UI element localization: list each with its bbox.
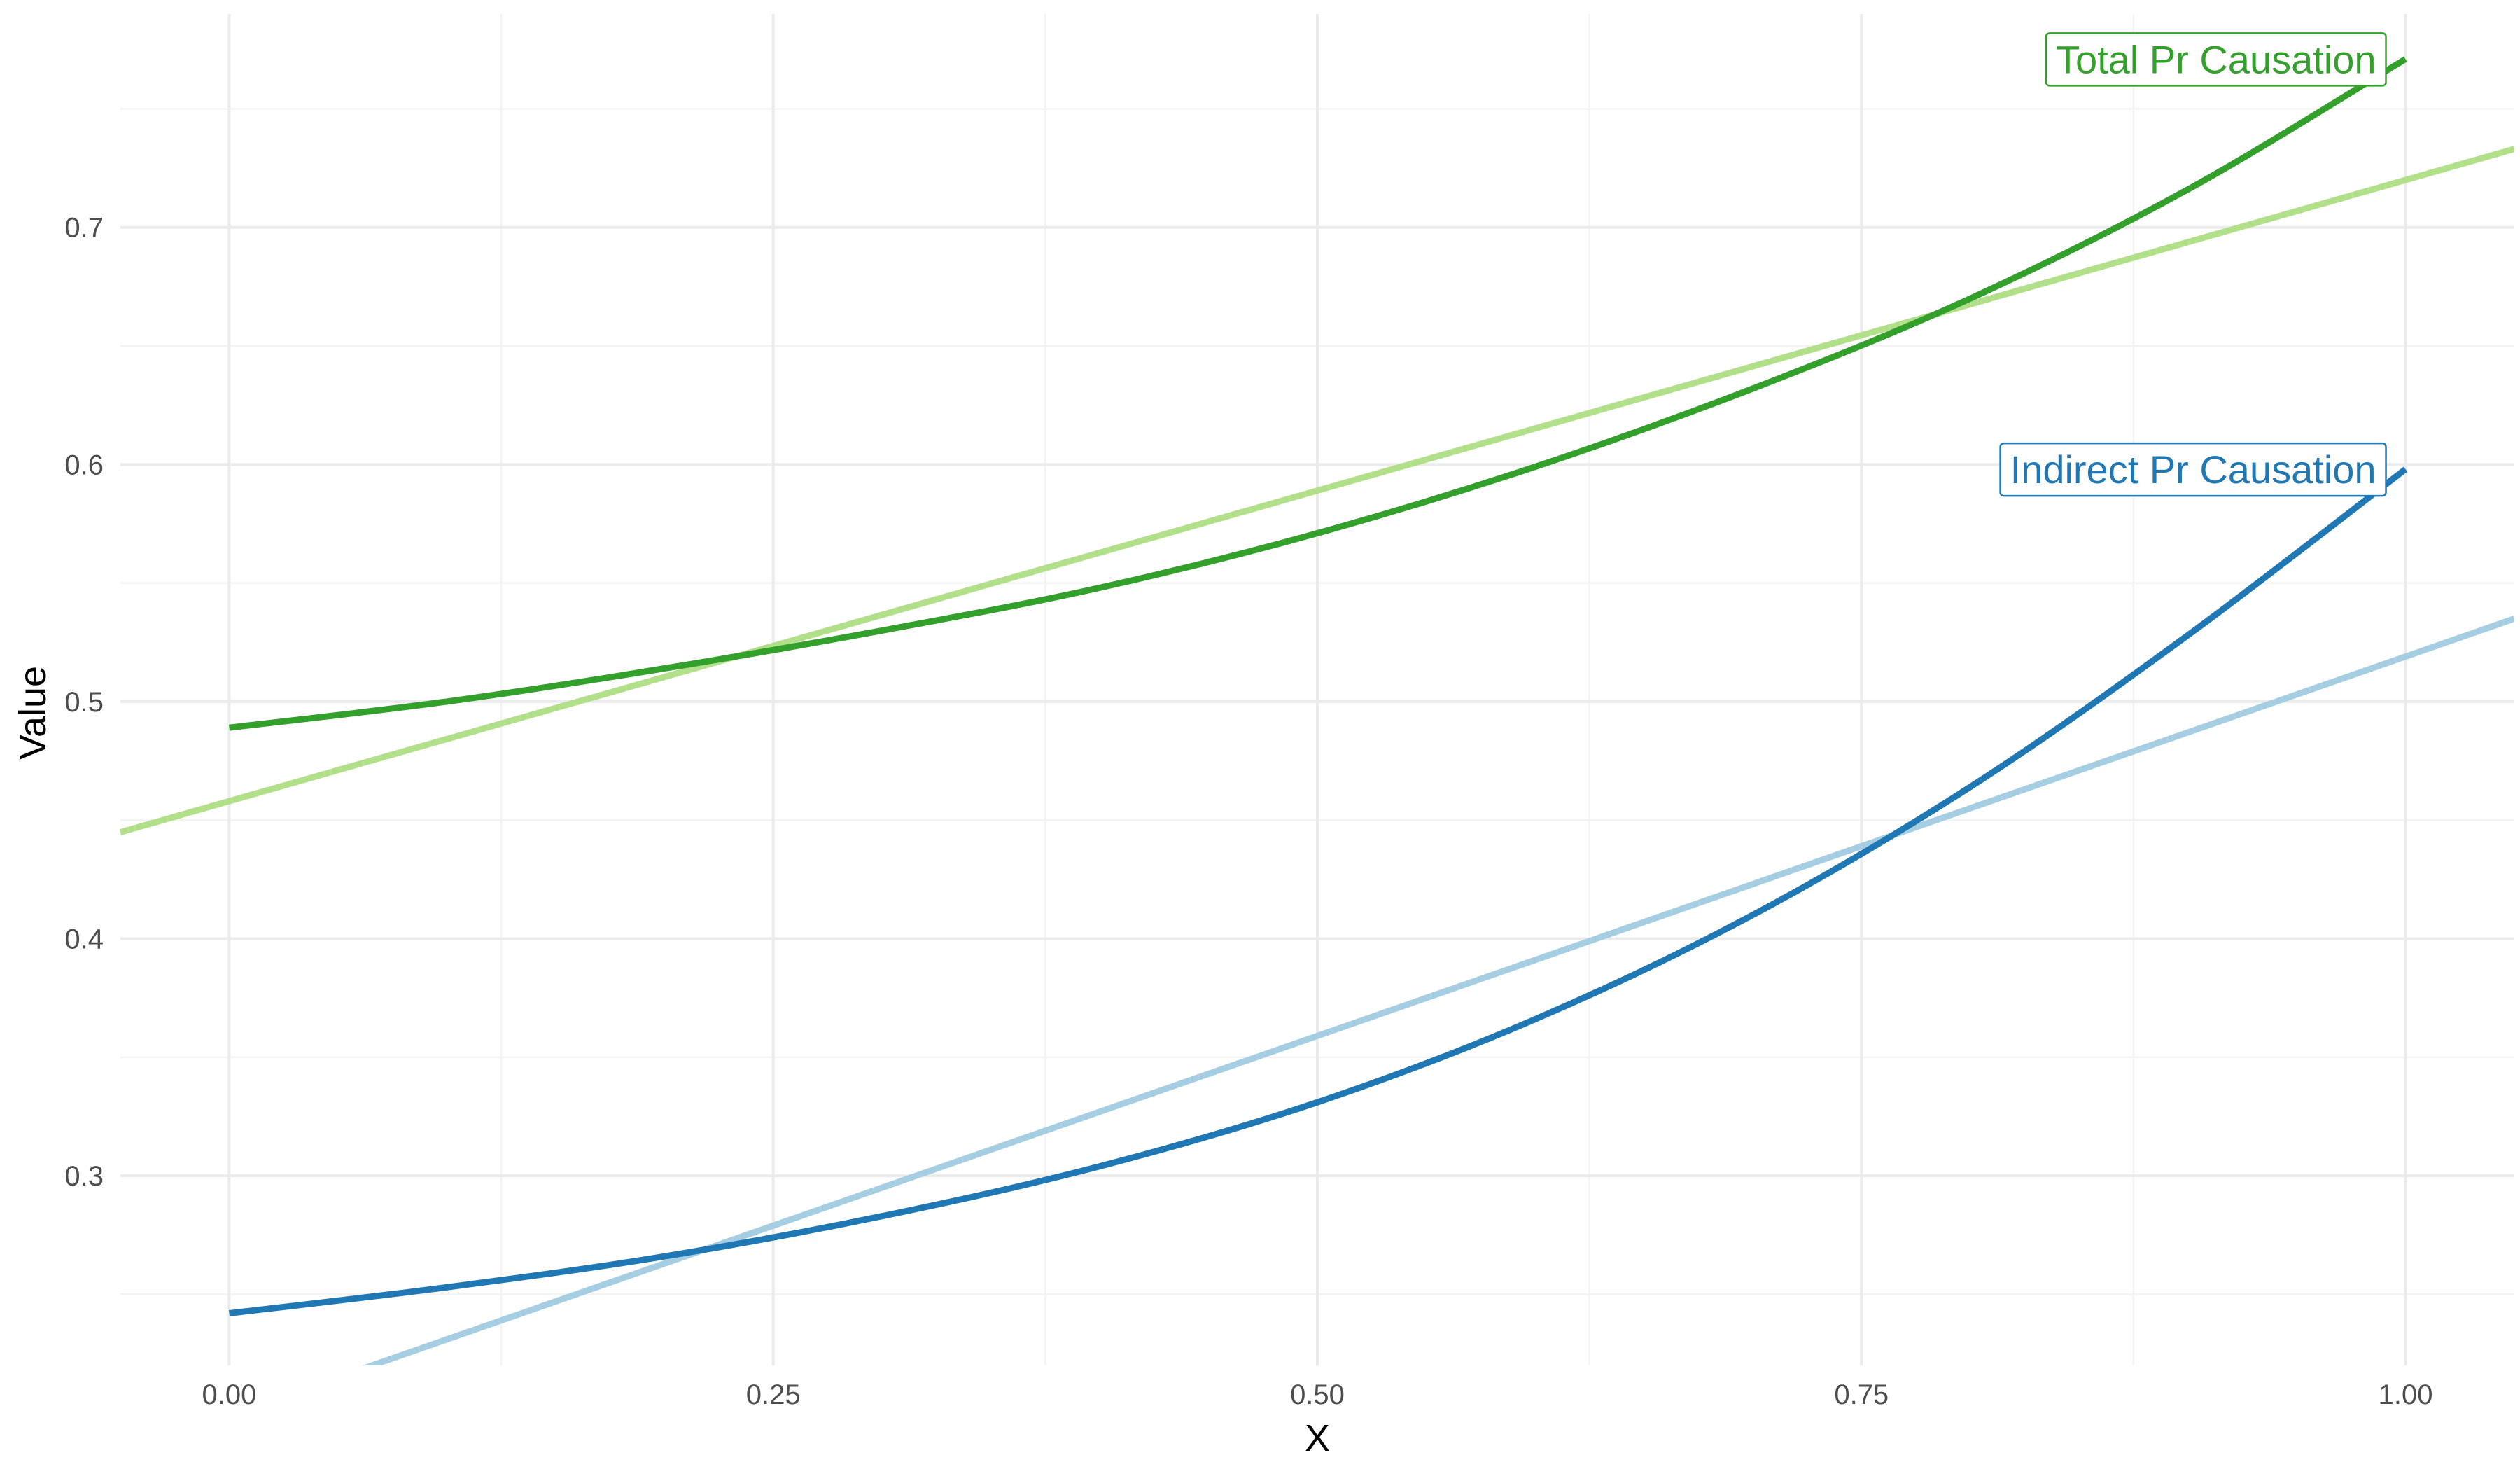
y-tick-label: 0.3 (64, 1161, 104, 1192)
grid (120, 14, 2514, 1365)
x-tick-label: 1.00 (2379, 1379, 2433, 1410)
series-1-line (120, 146, 2514, 835)
x-axis-title: X (1305, 1417, 1330, 1459)
x-tick-label: 0.00 (202, 1379, 257, 1410)
series-group (120, 56, 2514, 1365)
total-pr-causation-annotation-label: Total Pr Causation (2056, 37, 2376, 81)
indirect-pr-causation-annotation-box (1999, 442, 2387, 497)
y-tick-label: 0.6 (64, 450, 104, 480)
indirect-pr-causation-line (228, 466, 2408, 1316)
x-axis-ticks: 0.00 0.25 0.50 0.75 1.00 (202, 1379, 2433, 1410)
y-tick-label: 0.5 (64, 687, 104, 718)
x-tick-label: 0.25 (746, 1379, 801, 1410)
total-pr-causation-line (228, 56, 2407, 731)
series-annotations: Total Pr Causation Indirect Pr Causation (1999, 32, 2387, 497)
x-tick-label: 0.50 (1290, 1379, 1345, 1410)
indirect-pr-causation-annotation-label: Indirect Pr Causation (2010, 447, 2376, 492)
series-3-line (362, 616, 2514, 1365)
x-tick-label: 0.75 (1834, 1379, 1889, 1410)
total-pr-causation-annotation-box (2045, 32, 2387, 87)
y-axis-title: Value (12, 666, 54, 760)
indirect-pr-causation-annotation: Indirect Pr Causation (1999, 442, 2387, 497)
y-axis-ticks: 0.3 0.4 0.5 0.6 0.7 (64, 213, 104, 1192)
y-tick-label: 0.7 (64, 213, 104, 244)
total-pr-causation-annotation: Total Pr Causation (2045, 32, 2387, 87)
y-tick-label: 0.4 (64, 924, 104, 955)
